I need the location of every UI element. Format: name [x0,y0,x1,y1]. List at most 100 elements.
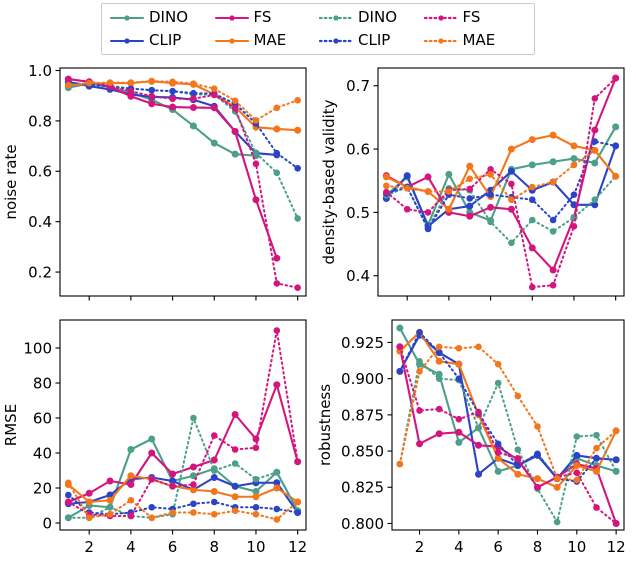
data-point [534,423,541,430]
x-tick-label: 12 [607,538,626,556]
data-point [294,164,301,172]
series-line-fs-dotted [385,77,617,289]
data-point [612,173,619,180]
data-point [435,430,443,438]
data-point [593,444,600,452]
legend-item-label: DINO [358,8,398,26]
data-point [252,488,260,495]
data-point [189,472,197,480]
data-point [210,474,218,481]
data-point [106,477,114,485]
data-point [252,493,260,501]
data-point [435,375,443,382]
data-point [148,77,156,85]
data-point [127,92,135,100]
data-point [591,138,599,145]
plot-area-rmse: 0 20 40 60 80 100 2 4 6 8 10 12 RMSE [2,319,307,556]
data-point [612,468,620,475]
y-tick-label: 0.825 [341,479,384,497]
axes-frame [59,67,307,297]
data-point [573,433,581,440]
data-point [396,460,404,468]
data-series-group [64,75,302,291]
data-point [273,280,281,287]
data-point [383,182,390,190]
data-point [231,446,239,453]
data-point [612,456,620,464]
data-point [573,476,581,484]
data-point [169,477,177,485]
y-tick-label: 60 [33,409,52,427]
data-point [494,379,502,387]
y-tick-label: 0.900 [341,370,384,388]
data-point [210,498,218,506]
y-tick-label: 1.0 [28,62,52,80]
series-line-mae-dotted [385,149,617,201]
data-point [65,75,72,83]
data-point [508,180,515,188]
y-tick-label: 0.5 [346,204,370,222]
data-point [231,482,239,490]
legend-line-sample [214,37,249,44]
data-point [455,438,463,446]
data-point [466,175,474,183]
data-point [455,344,463,352]
data-point [85,489,93,497]
data-point [127,481,135,488]
data-point [273,327,281,334]
data-point [424,188,432,195]
data-point [252,444,260,452]
data-point [294,96,301,104]
data-point [494,454,502,462]
legend-item-label: MAE [253,31,287,49]
data-point [231,411,239,418]
data-point [487,166,494,173]
data-point [435,405,443,413]
data-point [190,481,197,488]
data-point [573,451,581,459]
series-line-dino-dotted [67,417,299,519]
legend-item-fs-dotted: FS [423,10,529,25]
y-tick-label: 0.4 [346,267,370,285]
y-axis-label: RMSE [2,404,20,446]
data-point [549,131,557,139]
y-tick-label: 80 [33,374,52,392]
data-point [487,191,494,198]
data-point [273,484,281,492]
data-point [273,169,281,177]
legend-line-sample [319,37,353,44]
data-point [252,160,260,168]
data-point [455,360,463,368]
data-point [252,475,260,483]
data-point [416,407,423,414]
data-point [148,92,156,100]
data-point [383,188,390,196]
data-point [455,428,463,436]
data-point [252,503,260,511]
data-point [294,126,302,134]
data-point [85,79,93,87]
data-point [612,74,619,82]
axes-frame [59,319,307,531]
y-tick-label: 0.6 [346,140,370,158]
data-point [210,432,218,439]
data-point [127,512,135,520]
data-point [549,228,557,235]
data-point [169,78,176,86]
data-point [65,491,72,499]
data-point [190,414,197,422]
data-point [148,100,156,108]
data-point [487,203,495,211]
subplot-rmse: 0 20 40 60 80 100 2 4 6 8 10 12 RMSE [2,319,307,556]
data-point [435,343,443,351]
data-point [466,202,474,210]
data-point [549,178,557,186]
data-point [507,145,515,153]
data-point [507,205,515,213]
data-point [528,136,536,144]
x-tick-label: 10 [246,538,265,556]
data-point [494,467,502,475]
data-point [189,104,197,112]
data-point [514,470,522,478]
series-line-fs-solid [385,77,617,272]
